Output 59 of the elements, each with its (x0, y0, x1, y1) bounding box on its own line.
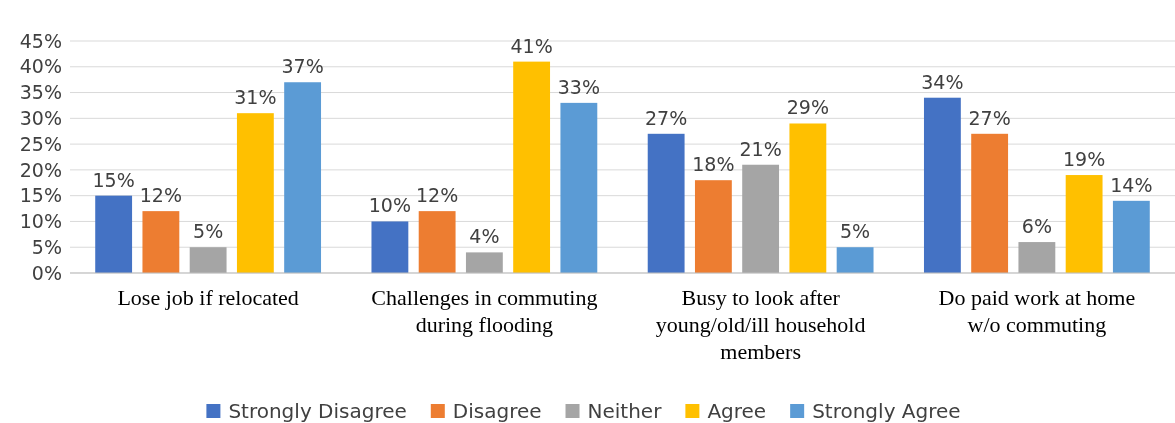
data-label: 34% (921, 70, 964, 93)
bar (560, 102, 598, 273)
bar (513, 61, 551, 273)
bar (1065, 175, 1103, 273)
x-tick-label: Do paid work at home w/o commuting (938, 285, 1136, 337)
bar (142, 211, 180, 273)
bar (742, 164, 780, 273)
bar (236, 113, 274, 273)
y-tick-label: 10% (19, 210, 62, 233)
bar (789, 123, 827, 273)
y-tick-label: 20% (19, 158, 62, 181)
data-label: 12% (139, 184, 182, 207)
data-label: 27% (968, 106, 1011, 129)
bar (465, 252, 503, 273)
bar (284, 82, 322, 273)
data-label: 21% (739, 137, 782, 160)
y-tick-label: 45% (19, 29, 62, 52)
y-tick-label: 30% (19, 106, 62, 129)
data-label: 29% (786, 96, 829, 119)
y-tick-label: 25% (19, 132, 62, 155)
bar (1112, 200, 1150, 273)
data-label: 18% (692, 153, 735, 176)
bar (971, 133, 1009, 273)
y-tick-label: 0% (31, 261, 62, 284)
data-label: 15% (92, 168, 135, 191)
data-label: 41% (510, 34, 553, 57)
y-tick-label: 35% (19, 81, 62, 104)
data-label: 37% (281, 55, 324, 78)
bar (647, 133, 685, 273)
y-tick-label: 5% (31, 235, 62, 258)
bar (371, 221, 409, 273)
bar (1018, 242, 1056, 273)
y-tick-label: 15% (19, 184, 62, 207)
data-label: 6% (1021, 215, 1052, 238)
x-tick-label: Challenges in commuting during flooding (371, 285, 598, 337)
data-label: 5% (193, 220, 224, 243)
data-label: 14% (1110, 173, 1153, 196)
data-label: 33% (557, 75, 600, 98)
legend-label: Disagree (452, 399, 542, 423)
bar (189, 247, 227, 273)
bar (836, 247, 874, 273)
x-tick-label: Busy to look after young/old/ill household members (655, 285, 866, 364)
data-label: 27% (645, 106, 688, 129)
data-label: 5% (840, 220, 871, 243)
bar (923, 97, 961, 273)
bar (418, 211, 456, 273)
data-label: 4% (469, 225, 500, 248)
data-label: 19% (1063, 148, 1106, 171)
data-label: 12% (416, 184, 459, 207)
legend-label: Agree (707, 399, 767, 423)
bar (95, 195, 133, 273)
y-tick-label: 40% (19, 55, 62, 78)
bar (694, 180, 732, 273)
x-tick-label: Lose job if relocated (117, 285, 299, 310)
data-label: 31% (234, 86, 277, 109)
legend-label: Neither (587, 399, 663, 423)
legend-label: Strongly Disagree (228, 399, 407, 423)
data-label: 10% (368, 194, 412, 217)
legend-label: Strongly Agree (812, 399, 961, 423)
